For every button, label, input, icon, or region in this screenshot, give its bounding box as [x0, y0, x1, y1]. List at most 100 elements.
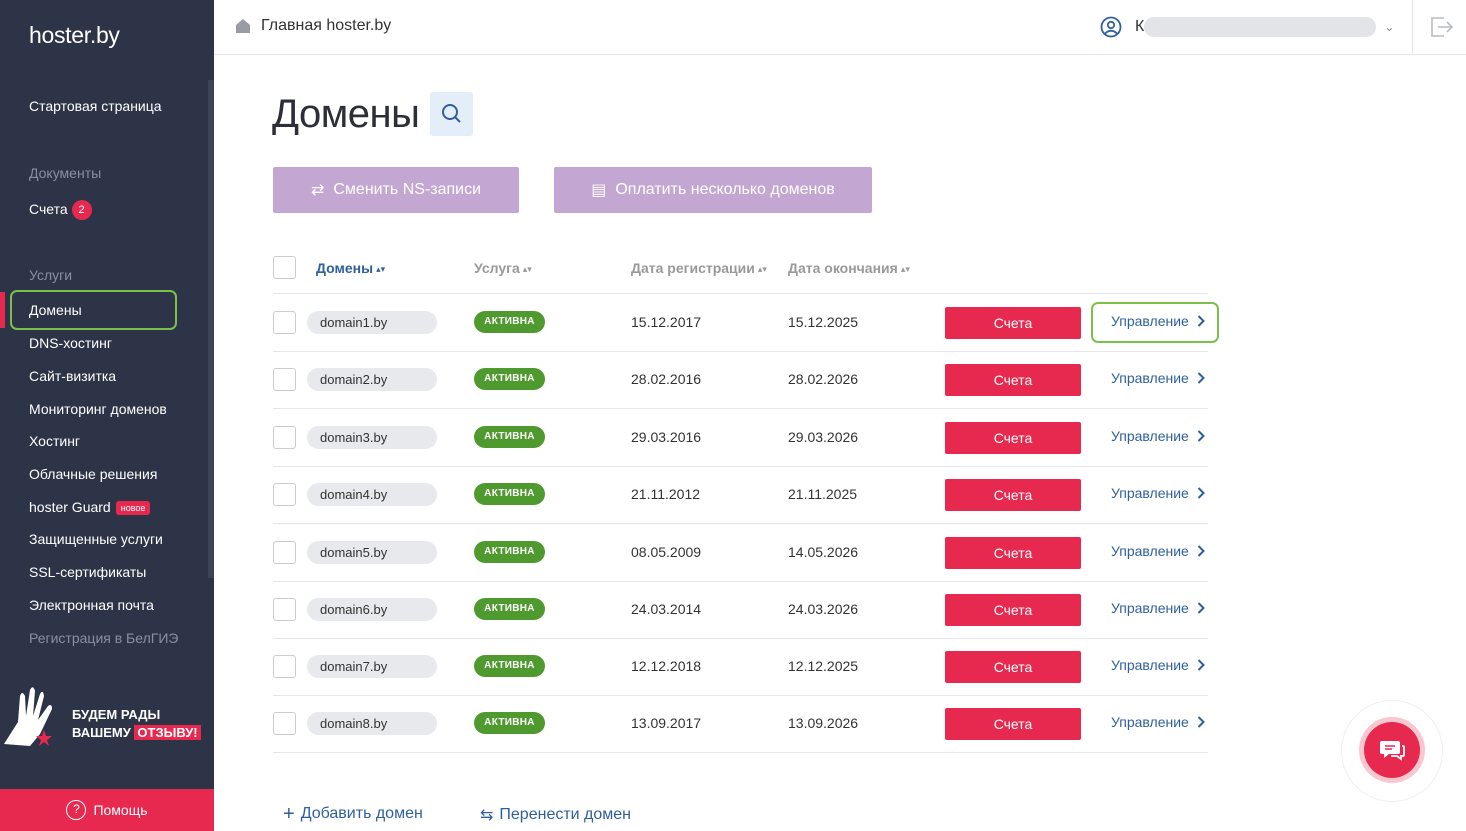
- invoices-button[interactable]: Счета: [945, 422, 1081, 454]
- chevron-right-icon: [1197, 430, 1205, 442]
- end-date: 13.09.2026: [788, 715, 859, 731]
- reg-date: 29.03.2016: [631, 429, 702, 445]
- feedback-line2-highlight: ОТЗЫВУ!: [134, 725, 201, 740]
- search-button[interactable]: [430, 92, 473, 136]
- sidebar-item-invoices[interactable]: Счета 2: [29, 200, 92, 220]
- manage-link[interactable]: Управление: [1111, 313, 1205, 329]
- row-checkbox[interactable]: [273, 483, 296, 506]
- sidebar-item-ssl[interactable]: SSL-сертификаты: [29, 564, 147, 580]
- row-checkbox[interactable]: [273, 655, 296, 678]
- row-divider: [273, 408, 1208, 409]
- manage-link[interactable]: Управление: [1111, 714, 1205, 730]
- user-name-redacted: [1144, 17, 1377, 37]
- sidebar-item-domain-monitoring[interactable]: Мониторинг доменов: [29, 401, 167, 417]
- invoices-button[interactable]: Счета: [945, 307, 1081, 339]
- row-checkbox[interactable]: [273, 598, 296, 621]
- end-date: 24.03.2026: [788, 601, 859, 617]
- row-checkbox[interactable]: [273, 368, 296, 391]
- row-checkbox[interactable]: [273, 311, 296, 334]
- domain-name[interactable]: domain8.by: [307, 712, 437, 735]
- domain-name[interactable]: domain4.by: [307, 483, 437, 506]
- feedback-banner[interactable]: БУДЕМ РАДЫ ВАШЕМУ ОТЗЫВУ!: [0, 680, 214, 760]
- hand-icon: [4, 687, 52, 746]
- breadcrumb-label: Главная hoster.by: [261, 17, 392, 34]
- chevron-down-icon: ⌄: [1384, 20, 1395, 34]
- sidebar-item-dns-hosting[interactable]: DNS-хостинг: [29, 335, 112, 351]
- help-button[interactable]: ? Помощь: [0, 789, 214, 831]
- manage-link[interactable]: Управление: [1111, 485, 1205, 501]
- row-checkbox[interactable]: [273, 426, 296, 449]
- column-header-end-date[interactable]: Дата окончания ▴▾: [788, 260, 910, 276]
- column-header-reg-date[interactable]: Дата регистрации ▴▾: [631, 260, 767, 276]
- feedback-text: БУДЕМ РАДЫ ВАШЕМУ ОТЗЫВУ!: [72, 706, 201, 742]
- invoices-button[interactable]: Счета: [945, 651, 1081, 683]
- domain-name[interactable]: domain6.by: [307, 598, 437, 621]
- chevron-right-icon: [1197, 545, 1205, 557]
- sort-icon: ▴▾: [522, 264, 532, 274]
- page-title: Домены: [272, 92, 420, 136]
- transfer-domain-label: Перенести домен: [499, 806, 632, 823]
- breadcrumb[interactable]: Главная hoster.by: [236, 17, 391, 35]
- table-row: domain6.by АКТИВНА 24.03.2014 24.03.2026…: [0, 581, 1466, 639]
- invoices-button[interactable]: Счета: [945, 364, 1081, 396]
- logout-button[interactable]: [1430, 16, 1454, 43]
- invoices-button[interactable]: Счета: [945, 479, 1081, 511]
- table-row: domain8.by АКТИВНА 13.09.2017 13.09.2026…: [0, 695, 1466, 753]
- sidebar-item-domains[interactable]: Домены: [29, 302, 82, 318]
- sidebar-item-protected-services[interactable]: Защищенные услуги: [29, 531, 163, 547]
- manage-label: Управление: [1111, 370, 1189, 386]
- domain-name[interactable]: domain3.by: [307, 426, 437, 449]
- invoices-button[interactable]: Счета: [945, 594, 1081, 626]
- select-all-checkbox[interactable]: [273, 256, 296, 279]
- table-row: domain7.by АКТИВНА 12.12.2018 12.12.2025…: [0, 638, 1466, 696]
- row-checkbox[interactable]: [273, 712, 296, 735]
- sidebar-item-email[interactable]: Электронная почта: [29, 597, 154, 613]
- domain-name[interactable]: domain1.by: [307, 311, 437, 334]
- invoices-count-badge: 2: [71, 200, 92, 220]
- plus-icon: +: [283, 803, 295, 825]
- row-checkbox[interactable]: [273, 541, 296, 564]
- chevron-right-icon: [1197, 716, 1205, 728]
- manage-link[interactable]: Управление: [1111, 370, 1205, 386]
- chat-button[interactable]: [1364, 722, 1420, 778]
- domain-name[interactable]: domain2.by: [307, 368, 437, 391]
- manage-label: Управление: [1111, 600, 1189, 616]
- transfer-domain-link[interactable]: ⇆ Перенести домен: [480, 805, 631, 825]
- sidebar-heading-documents: Документы: [29, 165, 102, 181]
- add-domain-link[interactable]: + Добавить домен: [283, 803, 423, 825]
- sidebar-item-hosting[interactable]: Хостинг: [29, 433, 81, 449]
- status-badge: АКТИВНА: [474, 426, 545, 448]
- manage-link[interactable]: Управление: [1111, 543, 1205, 559]
- reg-date: 13.09.2017: [631, 715, 702, 731]
- manage-link[interactable]: Управление: [1111, 428, 1205, 444]
- user-menu[interactable]: К ⌄: [1100, 16, 1394, 38]
- domain-name[interactable]: domain5.by: [307, 541, 437, 564]
- status-badge: АКТИВНА: [474, 655, 545, 677]
- change-ns-button[interactable]: ⇄ Сменить NS-записи: [273, 167, 519, 213]
- logo[interactable]: hoster.by: [29, 22, 120, 48]
- column-header-service[interactable]: Услуга ▴▾: [474, 260, 532, 276]
- status-badge: АКТИВНА: [474, 598, 545, 620]
- help-label: Помощь: [93, 802, 148, 818]
- sidebar-item-belgie[interactable]: Регистрация в БелГИЭ: [29, 630, 179, 646]
- invoices-button[interactable]: Счета: [945, 708, 1081, 740]
- sidebar-item-site-card[interactable]: Сайт-визитка: [29, 368, 117, 384]
- column-header-domains[interactable]: Домены ▴▾: [316, 260, 385, 276]
- manage-link[interactable]: Управление: [1111, 657, 1205, 673]
- manage-link[interactable]: Управление: [1111, 600, 1205, 616]
- table-row: domain5.by АКТИВНА 08.05.2009 14.05.2026…: [0, 524, 1466, 582]
- sidebar-item-start-page[interactable]: Стартовая страница: [29, 98, 162, 114]
- add-domain-label: Добавить домен: [300, 805, 423, 822]
- invoices-button[interactable]: Счета: [945, 537, 1081, 569]
- feedback-line1: БУДЕМ РАДЫ: [72, 707, 161, 722]
- domain-name[interactable]: domain7.by: [307, 655, 437, 678]
- sidebar-item-cloud[interactable]: Облачные решения: [29, 466, 158, 482]
- row-divider: [273, 752, 1208, 753]
- manage-label: Управление: [1111, 485, 1189, 501]
- sidebar-item-hoster-guard[interactable]: hoster Guard новое: [29, 499, 151, 515]
- row-divider: [273, 351, 1208, 352]
- sidebar-scrollbar[interactable]: [208, 80, 214, 578]
- change-ns-label: Сменить NS-записи: [333, 181, 482, 198]
- end-date: 28.02.2026: [788, 371, 859, 387]
- pay-multiple-button[interactable]: ▤ Оплатить несколько доменов: [554, 167, 872, 213]
